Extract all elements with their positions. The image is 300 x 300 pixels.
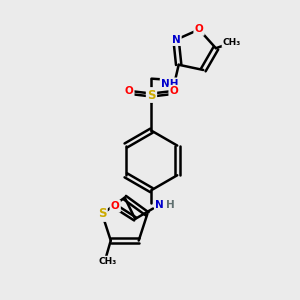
Text: O: O	[111, 201, 120, 211]
Text: S: S	[147, 88, 156, 101]
Text: CH₃: CH₃	[223, 38, 241, 47]
Text: O: O	[195, 25, 203, 34]
Text: N: N	[155, 200, 164, 210]
Text: O: O	[170, 86, 178, 96]
Text: CH₃: CH₃	[99, 257, 117, 266]
Text: O: O	[124, 86, 133, 96]
Text: H: H	[166, 200, 174, 210]
Text: NH: NH	[161, 79, 178, 89]
Text: N: N	[172, 35, 180, 45]
Text: S: S	[98, 208, 106, 220]
